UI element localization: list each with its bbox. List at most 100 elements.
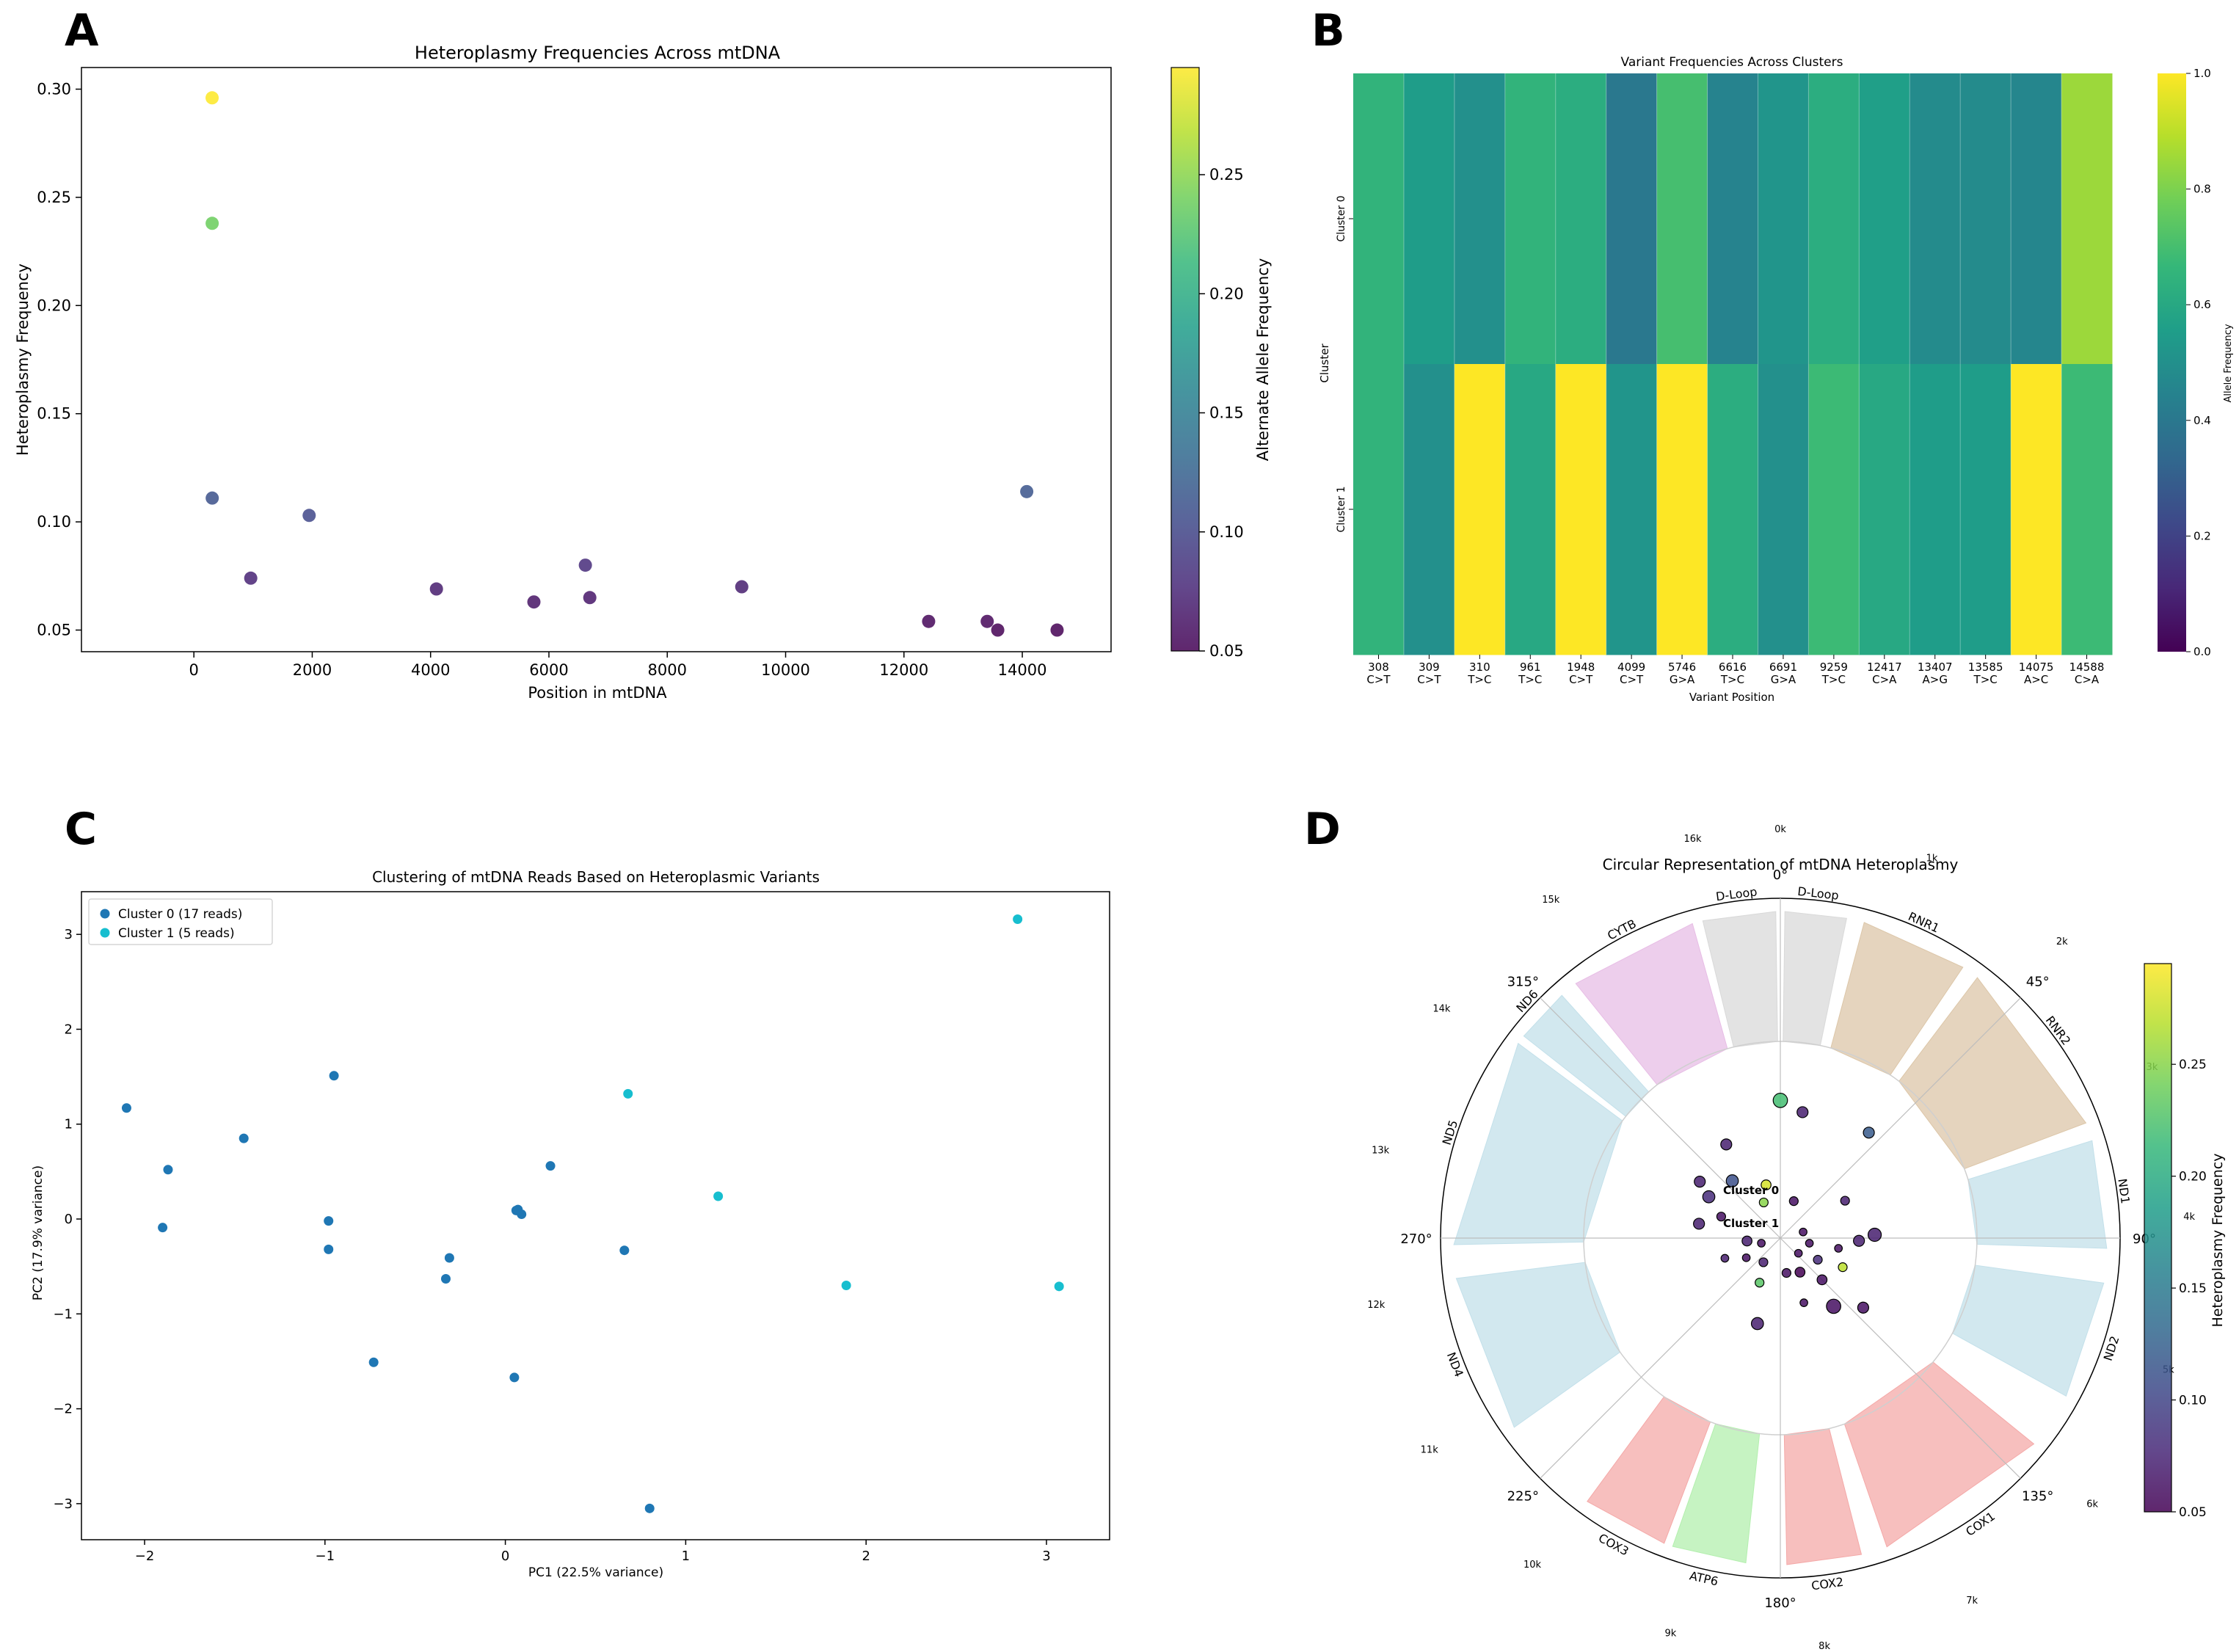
panel-b-colorbar — [2158, 73, 2186, 652]
panel-d-colorbar-tick-label: 0.25 — [2179, 1058, 2207, 1072]
panel-a-xtick-label: 8000 — [648, 661, 687, 679]
panel-a-ytick-label: 0.05 — [37, 622, 71, 639]
panel-c-data-point — [440, 1273, 451, 1284]
panel-d-kb-label: 2k — [2056, 936, 2068, 947]
panel-b-xtick-position: 310 — [1469, 661, 1490, 674]
panel-b-heatmap-cell — [1656, 73, 1708, 365]
panel-b-heatmap-cell — [1353, 73, 1405, 365]
panel-a-ytick-label: 0.15 — [37, 405, 71, 423]
panel-b-heatmap-cell — [1656, 364, 1708, 655]
panel-b-heatmap-cell — [1454, 364, 1506, 655]
panel-a-data-point — [583, 591, 597, 605]
panel-d-gene-bar — [1453, 1042, 1623, 1245]
panel-d-data-point — [1838, 1262, 1848, 1273]
panel-d-kb-label: 4k — [2183, 1212, 2195, 1223]
panel-c-xtick-label: 0 — [501, 1549, 509, 1564]
panel-d-angle-label: 225° — [1507, 1489, 1539, 1504]
panel-d-kb-label: 11k — [1421, 1444, 1439, 1455]
panel-a-colorbar-tick-label: 0.10 — [1209, 523, 1244, 541]
panel-b-row-label: Cluster 1 — [1336, 486, 1347, 532]
panel-d: Circular Representation of mtDNA Heterop… — [1367, 824, 2226, 1652]
panel-b-xtick-change: A>G — [1923, 673, 1948, 686]
panel-b-colorbar-tick-label: 0.6 — [2194, 298, 2211, 311]
panel-d-data-point — [1720, 1253, 1730, 1263]
panel-c: Clustering of mtDNA Reads Based on Heter… — [31, 868, 1110, 1580]
panel-b-xtick-position: 14588 — [2069, 661, 2105, 674]
panel-a-title: Heteroplasmy Frequencies Across mtDNA — [415, 43, 781, 63]
panel-d-gene-label: ND1 — [2115, 1178, 2132, 1205]
panel-d-angle-gridline — [1540, 1237, 1781, 1479]
panel-c-data-point — [368, 1357, 379, 1367]
panel-d-data-point — [1799, 1227, 1807, 1237]
panel-a-colorbar-tick-label: 0.25 — [1209, 166, 1244, 183]
panel-letter-a: A — [65, 5, 99, 57]
panel-b-heatmap-cell — [1808, 73, 1860, 365]
panel-c-xlabel: PC1 (22.5% variance) — [528, 1565, 663, 1580]
panel-d-colorbar-tick-label: 0.10 — [2179, 1394, 2207, 1408]
panel-d-data-point — [1761, 1179, 1772, 1190]
panel-c-xtick-label: 2 — [862, 1549, 870, 1564]
panel-b-ylabel: Cluster — [1318, 343, 1331, 383]
panel-d-data-point — [1863, 1127, 1875, 1139]
panel-b-xtick-position: 5746 — [1668, 661, 1696, 674]
panel-a-ylabel: Heteroplasmy Frequency — [14, 263, 32, 456]
panel-b-xtick-position: 12417 — [1867, 661, 1902, 674]
panel-a-xtick-label: 12000 — [879, 661, 928, 679]
panel-d-gene-label: COX2 — [1810, 1575, 1844, 1593]
panel-d-data-point — [1794, 1267, 1806, 1278]
panel-c-ytick-label: 0 — [65, 1212, 73, 1227]
panel-c-xtick-label: −1 — [316, 1549, 335, 1564]
panel-d-kb-label: 0k — [1774, 824, 1786, 835]
panel-b-xtick-position: 308 — [1368, 661, 1389, 674]
panel-a-xtick-label: 2000 — [293, 661, 332, 679]
panel-d-kb-label: 15k — [1542, 895, 1560, 906]
panel-d-data-point — [1758, 1197, 1769, 1208]
panel-d-gene-bar — [1455, 1262, 1621, 1428]
panel-d-data-point — [1741, 1235, 1752, 1247]
panel-c-data-point — [644, 1503, 655, 1513]
panel-d-gene-label: D-Loop — [1796, 884, 1839, 903]
panel-c-xtick-label: −2 — [135, 1549, 155, 1564]
panel-d-data-point — [1857, 1301, 1870, 1314]
panel-b-colorbar-tick-label: 0.8 — [2194, 183, 2211, 196]
panel-b-xtick-position: 14075 — [2019, 661, 2054, 674]
panel-d-data-point — [1834, 1244, 1843, 1253]
panel-a-ytick-label: 0.30 — [37, 80, 71, 98]
panel-a-data-point — [922, 614, 936, 628]
panel-d-gene-label: D-Loop — [1715, 884, 1758, 903]
panel-b-heatmap-cell — [1504, 73, 1557, 365]
panel-c-data-point — [511, 1205, 521, 1215]
panel-c-ytick-label: −2 — [53, 1402, 73, 1417]
panel-d-angle-label: 45° — [2026, 974, 2050, 989]
panel-letter-c: C — [65, 804, 97, 855]
panel-b-xtick-change: G>A — [1670, 673, 1695, 686]
panel-a-data-point — [302, 509, 316, 523]
panel-a-xtick-label: 0 — [189, 661, 199, 679]
panel-b-heatmap-cell — [2061, 364, 2113, 655]
panel-a-xlabel: Position in mtDNA — [528, 684, 667, 702]
panel-b-colorbar-tick-label: 1.0 — [2194, 67, 2211, 80]
panel-d-kb-label: 6k — [2086, 1499, 2098, 1510]
panel-b-xtick-change: C>T — [1569, 673, 1593, 686]
panel-c-legend-label: Cluster 1 (5 reads) — [118, 926, 235, 941]
panel-a-ytick-label: 0.10 — [37, 513, 71, 531]
panel-d-data-point — [1799, 1298, 1808, 1307]
panel-a-colorbar — [1171, 67, 1200, 652]
panel-c-data-point — [545, 1161, 556, 1171]
panel-a-ytick-label: 0.20 — [37, 296, 71, 314]
panel-b-heatmap-cell — [1606, 364, 1658, 655]
panel-d-gene-bar — [1783, 1428, 1863, 1565]
panel-c-data-point — [841, 1281, 851, 1291]
panel-a-data-point — [578, 558, 592, 572]
panel-a-colorbar-tick-label: 0.20 — [1209, 285, 1244, 302]
panel-letter-b: B — [1311, 5, 1345, 57]
panel-d-kb-label: 14k — [1432, 1003, 1451, 1014]
panel-c-data-point — [1013, 914, 1023, 924]
panel-b-title: Variant Frequencies Across Clusters — [1621, 55, 1843, 70]
panel-d-gene-label: ND2 — [2101, 1334, 2122, 1363]
panel-b-xtick-change: T>C — [1973, 673, 1998, 686]
panel-c-data-point — [509, 1372, 520, 1383]
panel-b-xtick-change: G>A — [1771, 673, 1796, 686]
panel-d-angle-label: 315° — [1507, 974, 1539, 989]
panel-b-xtick-position: 309 — [1419, 661, 1440, 674]
